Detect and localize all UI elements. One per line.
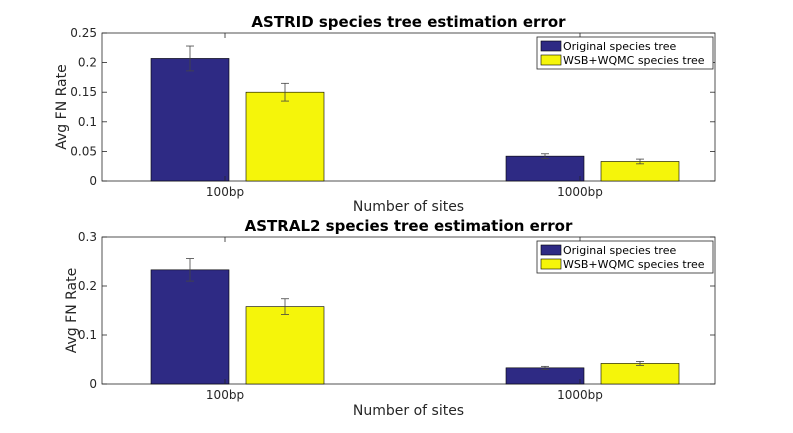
- x-tick-label: 100bp: [206, 388, 244, 402]
- astrid-chart: ASTRID species tree estimation error 0 0.0…: [54, 13, 716, 215]
- legend-box: [536, 36, 714, 70]
- y-axis-label: Avg FN Rate: [54, 64, 70, 149]
- x-axis-label: Number of sites: [353, 403, 464, 419]
- x-axis-label: Number of sites: [353, 199, 464, 215]
- bar: [505, 155, 585, 182]
- x-tick-label: 1000bp: [557, 185, 603, 199]
- y-tick-label: 0.2: [78, 56, 97, 70]
- legend-swatch: [540, 40, 562, 52]
- bar: [600, 161, 680, 182]
- chart-title: ASTRAL2 species tree estimation error: [245, 217, 573, 235]
- x-tick-label: 100bp: [206, 185, 244, 199]
- legend-entry: Original species tree: [563, 244, 676, 257]
- y-axis-label: Avg FN Rate: [64, 268, 80, 353]
- y-tick-label: 0.25: [70, 26, 97, 40]
- y-tick-label: 0.05: [70, 144, 97, 158]
- bar: [505, 367, 585, 385]
- legend-entry: WSB+WQMC species tree: [563, 258, 705, 271]
- y-tick-label: 0: [89, 174, 97, 188]
- bar: [150, 269, 230, 385]
- legend-swatch: [540, 244, 562, 256]
- legend-entry: WSB+WQMC species tree: [563, 54, 705, 67]
- chart-title: ASTRID species tree estimation error: [251, 13, 566, 31]
- y-tick-label: 0.3: [78, 230, 97, 244]
- astral2-chart: ASTRAL2 species tree estimation error 0 0.…: [64, 217, 716, 419]
- legend-box: [536, 240, 714, 274]
- y-tick-label: 0.15: [70, 85, 97, 99]
- bar: [245, 306, 325, 385]
- y-tick-label: 0: [89, 377, 97, 391]
- y-tick-label: 0.2: [78, 279, 97, 293]
- bar: [245, 91, 325, 182]
- bar: [150, 58, 230, 182]
- y-tick-label: 0.1: [78, 115, 97, 129]
- legend-swatch: [540, 54, 562, 66]
- bar: [600, 363, 680, 385]
- legend-swatch: [540, 258, 562, 270]
- legend-entry: Original species tree: [563, 40, 676, 53]
- x-tick-label: 1000bp: [557, 388, 603, 402]
- y-tick-label: 0.1: [78, 328, 97, 342]
